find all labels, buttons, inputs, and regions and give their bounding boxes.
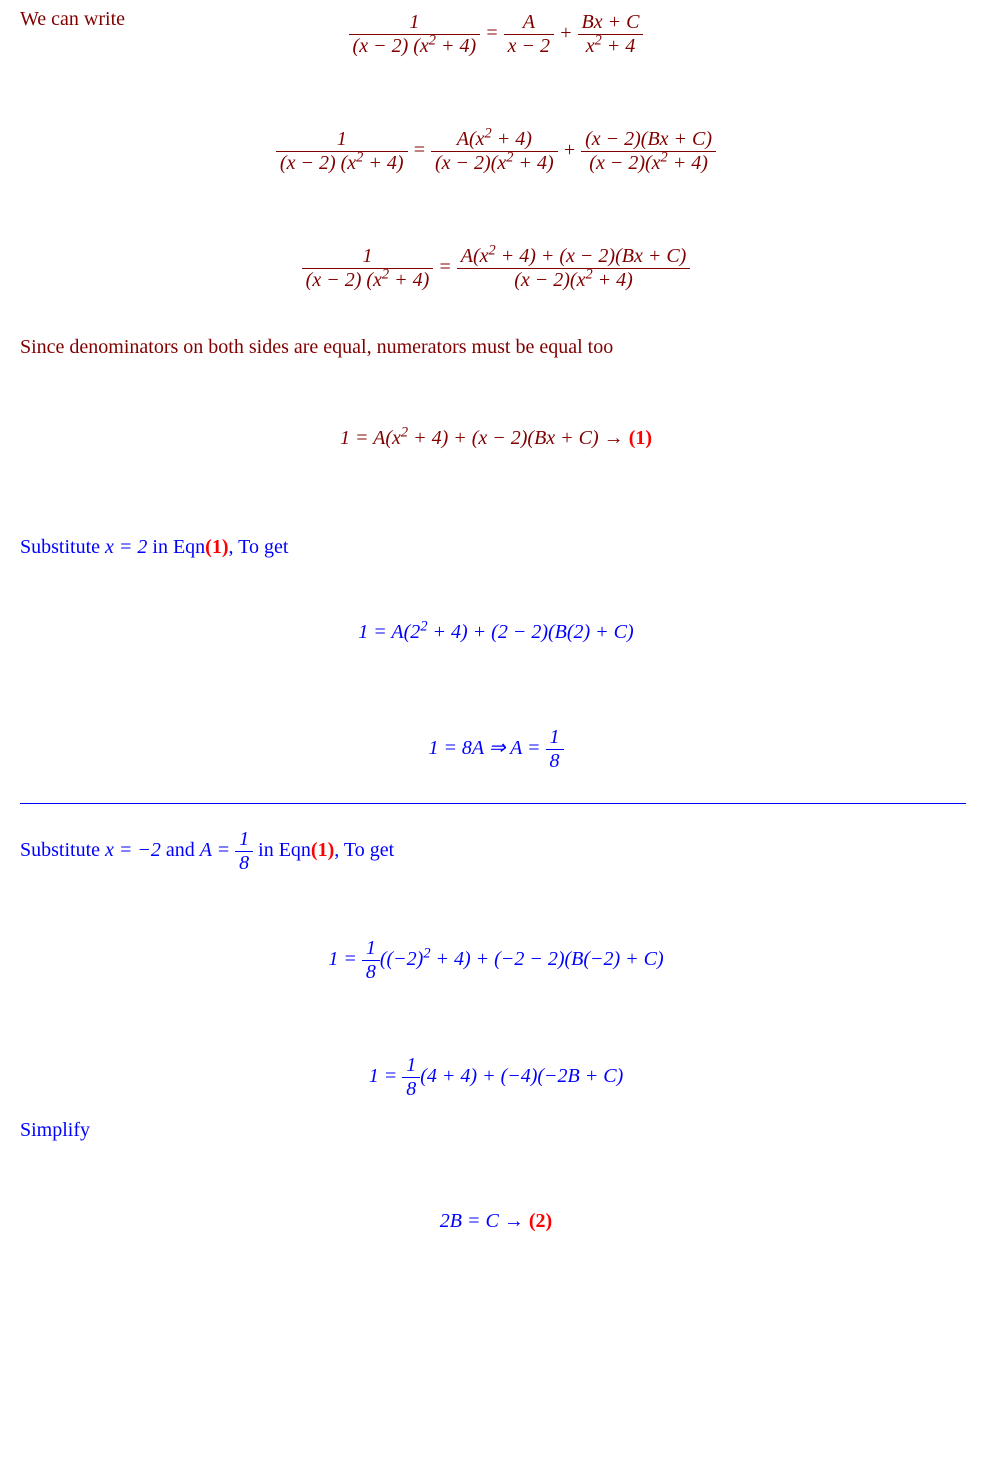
eq1-r1den: x − 2 — [504, 34, 554, 58]
sub2-line: Substitute x = −2 and A = 18 in Eqn(1), … — [20, 828, 972, 875]
eq-1: 1(x − 2) (x2 + 4) = Ax − 2 + Bx + Cx2 + … — [20, 11, 972, 58]
sub2-A-num: 1 — [235, 828, 253, 851]
eq9-ref: (2) — [529, 1210, 552, 1232]
eq-6: 1 = 8A ⇒ A = 18 — [20, 726, 972, 773]
sub1-post: , To get — [229, 536, 289, 558]
sub2-x: x = −2 — [105, 839, 161, 861]
sub1-line: Substitute x = 2 in Eqn(1), To get — [20, 536, 972, 559]
eq-2: 1(x − 2) (x2 + 4) = A(x2 + 4)(x − 2)(x2 … — [20, 128, 972, 175]
eq3-rden: (x − 2)(x2 + 4) — [457, 268, 691, 292]
eq7-post: ((−2)2 + 4) + (−2 − 2)(B(−2) + C) — [380, 948, 664, 970]
eq1-r2num: Bx + C — [578, 11, 644, 34]
eq2-r1num: A(x2 + 4) — [431, 128, 558, 151]
sub2-A-lhs: A = — [200, 839, 235, 861]
sub2-ref: (1) — [311, 839, 334, 861]
sub2-and: and — [161, 839, 200, 861]
eq8-post: (4 + 4) + (−4)(−2B + C) — [420, 1065, 623, 1087]
eq4-ref: (1) — [629, 427, 652, 449]
eq1-r1num: A — [504, 11, 554, 34]
eq-4: 1 = A(x2 + 4) + (x − 2)(Bx + C) → (1) — [20, 427, 972, 450]
eq3-rnum: A(x2 + 4) + (x − 2)(Bx + C) — [457, 245, 691, 268]
divider — [20, 803, 966, 804]
eq8-num: 1 — [402, 1054, 420, 1077]
sub1-ref: (1) — [205, 536, 228, 558]
eq3-lnum: 1 — [302, 245, 434, 268]
eq2-lden: (x − 2) (x2 + 4) — [276, 151, 408, 175]
eq8-pre: 1 = — [369, 1065, 403, 1087]
eq1-lnum: 1 — [349, 11, 481, 34]
sub1-x: x = 2 — [105, 536, 147, 558]
sub2-in: in Eqn — [253, 839, 311, 861]
eq2-lnum: 1 — [276, 128, 408, 151]
intro-text: We can write — [20, 8, 125, 30]
eq1-r2den: x2 + 4 — [578, 34, 644, 58]
sub2-A-den: 8 — [235, 851, 253, 875]
eq-9: 2B = C → (2) — [20, 1210, 972, 1233]
eq6-num: 1 — [546, 726, 564, 749]
eq9-body: 2B = C → — [440, 1210, 529, 1232]
denom-equal-text: Since denominators on both sides are equ… — [20, 336, 972, 359]
eq2-r1den: (x − 2)(x2 + 4) — [431, 151, 558, 175]
eq7-num: 1 — [362, 937, 380, 960]
sub2-post: , To get — [334, 839, 394, 861]
eq6-lhs: 1 = 8A ⇒ A = — [428, 737, 545, 759]
sub1-in: in Eqn — [147, 536, 205, 558]
eq3-lden: (x − 2) (x2 + 4) — [302, 268, 434, 292]
eq1-lden: (x − 2) (x2 + 4) — [349, 34, 481, 58]
eq-7: 1 = 18((−2)2 + 4) + (−2 − 2)(B(−2) + C) — [20, 937, 972, 984]
eq7-pre: 1 = — [328, 948, 362, 970]
simplify-text: Simplify — [20, 1119, 972, 1142]
eq2-r2num: (x − 2)(Bx + C) — [581, 128, 716, 151]
intro-block: We can write 1(x − 2) (x2 + 4) = Ax − 2 … — [20, 8, 972, 58]
eq-8: 1 = 18(4 + 4) + (−4)(−2B + C) — [20, 1054, 972, 1101]
sub2-pre: Substitute — [20, 839, 105, 861]
eq8-den: 8 — [402, 1077, 420, 1101]
eq2-r2den: (x − 2)(x2 + 4) — [581, 151, 716, 175]
eq-3: 1(x − 2) (x2 + 4) = A(x2 + 4) + (x − 2)(… — [20, 245, 972, 292]
eq6-den: 8 — [546, 749, 564, 773]
sub1-pre: Substitute — [20, 536, 105, 558]
eq4-body: 1 = A(x2 + 4) + (x − 2)(Bx + C) → — [340, 427, 629, 449]
eq7-den: 8 — [362, 960, 380, 984]
eq-5: 1 = A(22 + 4) + (2 − 2)(B(2) + C) — [20, 621, 972, 644]
